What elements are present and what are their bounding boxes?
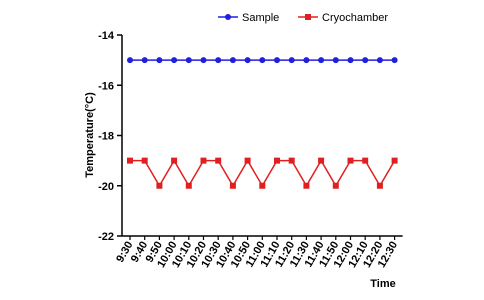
data-point: [347, 57, 354, 64]
data-point: [229, 57, 236, 64]
data-point: [332, 57, 339, 64]
data-point: [318, 57, 325, 64]
y-tick-label: -18: [98, 131, 114, 143]
series-line: [130, 159, 396, 188]
data-point: [171, 57, 178, 64]
data-point: [288, 57, 295, 64]
data-point: [229, 182, 236, 189]
data-point: [274, 57, 280, 64]
data-point: [244, 57, 251, 64]
data-point: [347, 157, 354, 164]
data-point: [141, 57, 148, 64]
data-point: [274, 157, 280, 164]
data-point: [318, 157, 325, 164]
legend-marker: [305, 14, 311, 20]
data-point: [391, 157, 398, 164]
data-point: [332, 182, 339, 189]
data-point: [215, 57, 222, 64]
x-axis-label: Time: [370, 278, 395, 290]
data-point: [200, 57, 207, 64]
data-point: [215, 157, 222, 164]
data-point: [141, 157, 148, 164]
data-point: [200, 157, 207, 164]
legend-marker: [225, 14, 231, 20]
data-point: [362, 57, 369, 64]
data-point: [391, 57, 398, 64]
data-point: [171, 157, 178, 164]
data-point: [303, 182, 310, 189]
data-point: [362, 157, 369, 164]
data-point: [259, 57, 266, 64]
data-point: [259, 182, 266, 189]
data-point: [156, 57, 163, 64]
data-point: [185, 57, 192, 64]
legend-label: Sample: [242, 12, 279, 24]
data-point: [303, 57, 310, 64]
data-point: [156, 182, 163, 189]
legend-label: Cryochamber: [322, 12, 388, 24]
y-tick-label: -20: [98, 181, 114, 193]
data-point: [288, 157, 295, 164]
y-axis-label: Temperature(°C): [84, 92, 96, 178]
data-point: [185, 182, 192, 189]
data-point: [244, 157, 251, 164]
y-tick-label: -16: [98, 80, 114, 92]
y-tick-label: -22: [98, 231, 114, 243]
data-point: [376, 57, 383, 64]
data-point: [127, 57, 133, 64]
y-tick-label: -14: [98, 30, 115, 42]
data-point: [127, 157, 133, 164]
data-point: [376, 182, 383, 189]
